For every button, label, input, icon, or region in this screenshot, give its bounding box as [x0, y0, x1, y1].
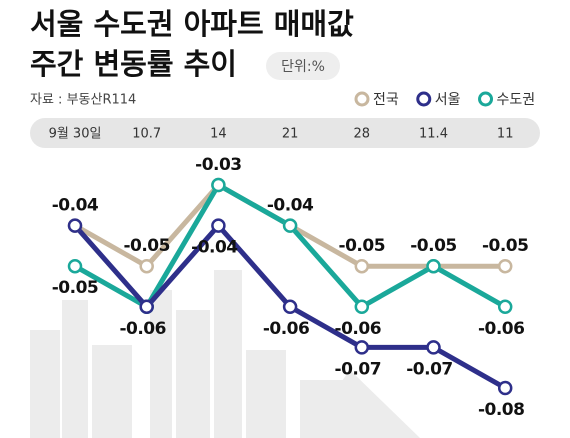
data-label: -0.06 [119, 319, 166, 339]
legend-marker [478, 91, 494, 107]
source: 자료 : 부동산R114 [30, 93, 136, 108]
data-point [426, 258, 441, 274]
data-point [354, 258, 370, 274]
data-point [67, 218, 83, 233]
data-point [282, 218, 298, 233]
data-label: -0.06 [478, 319, 525, 339]
data-point [139, 258, 154, 274]
legend-marker [354, 91, 370, 107]
x-tick-label: 10.7 [132, 127, 161, 142]
data-label: -0.08 [478, 400, 525, 420]
data-point [282, 299, 298, 315]
data-label: -0.07 [406, 359, 453, 379]
data-label: -0.05 [410, 236, 457, 256]
unit-badge [266, 52, 340, 80]
data-label: -0.04 [267, 196, 314, 216]
x-tick-label: 11 [497, 127, 514, 142]
data-point [67, 258, 83, 274]
data-point [211, 177, 226, 193]
legend-marker [416, 91, 432, 107]
category-band [30, 118, 540, 148]
chart-title: 서울 수도권 아파트 매매값 [30, 7, 354, 41]
chart-subtitle: 주간 변동률 추이 [30, 47, 237, 81]
data-label: -0.07 [335, 359, 382, 379]
data-label: -0.05 [482, 236, 529, 256]
data-label: -0.05 [52, 278, 99, 298]
x-tick-label: 11.4 [419, 127, 448, 142]
data-point [497, 258, 513, 274]
data-label: -0.06 [335, 319, 382, 339]
legend-label: 전국 [373, 92, 399, 108]
data-point [497, 380, 513, 396]
x-tick-label: 21 [282, 127, 299, 142]
legend-label: 서울 [435, 92, 461, 108]
data-label: -0.06 [263, 319, 310, 339]
background-buildings [30, 270, 420, 438]
unit-label: 단위:% [281, 59, 325, 75]
data-label: -0.05 [339, 236, 386, 256]
x-tick-label: 28 [354, 127, 371, 142]
data-label: -0.04 [52, 196, 99, 216]
data-point [497, 299, 513, 315]
data-point [354, 340, 370, 355]
data-point [426, 340, 441, 355]
x-tick-label: 14 [210, 127, 227, 142]
data-point [354, 299, 370, 315]
legend-label: 수도권 [497, 92, 536, 108]
data-label: -0.05 [123, 236, 170, 256]
data-point [211, 218, 226, 233]
data-label: -0.03 [195, 155, 242, 175]
data-label: -0.04 [191, 238, 238, 258]
data-point [139, 299, 154, 315]
x-tick-label: 9월 30일 [49, 127, 102, 142]
